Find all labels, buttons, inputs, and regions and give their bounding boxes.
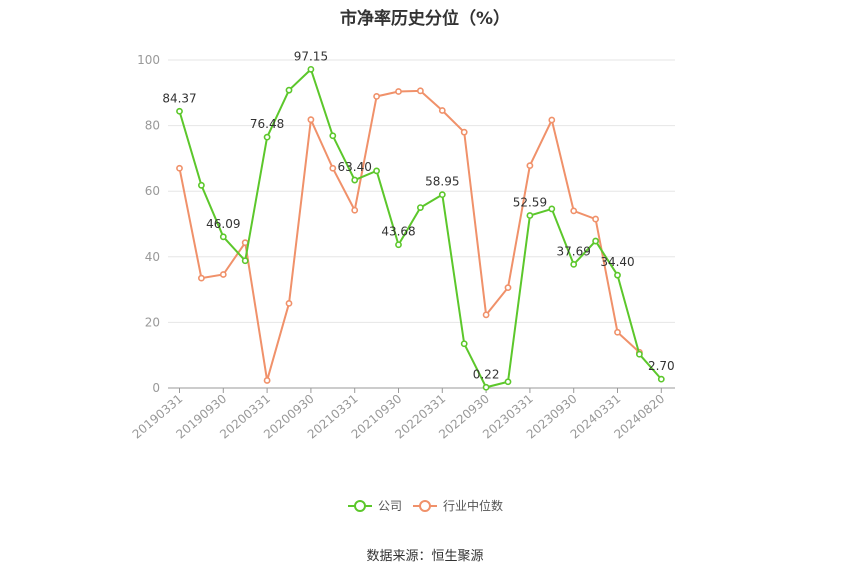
- industry-median-point: [219, 271, 227, 278]
- legend-company-label: 公司: [378, 499, 402, 513]
- company-point: [482, 383, 490, 391]
- y-tick-label: 100: [137, 53, 160, 67]
- y-tick-label: 0: [152, 381, 160, 395]
- company-point: [438, 191, 446, 199]
- company-point: [416, 204, 424, 211]
- company-point: [197, 181, 205, 189]
- industry-median-point: [526, 162, 534, 170]
- data-label: 37.69: [557, 244, 591, 258]
- data-label: 97.15: [294, 49, 328, 63]
- industry-median-point: [438, 107, 446, 114]
- company-point: [614, 271, 621, 279]
- industry-median-point: [504, 284, 512, 292]
- chart-title: 市净率历史分位（%）: [339, 9, 511, 29]
- industry-median-point: [263, 377, 271, 384]
- company-point: [263, 133, 271, 141]
- industry-median-point: [373, 93, 380, 100]
- y-tick-label: 80: [145, 119, 160, 133]
- industry-median-point: [351, 206, 359, 214]
- legend-industry-marker: [419, 500, 431, 512]
- industry-median-point: [329, 164, 337, 172]
- company-point: [395, 241, 402, 249]
- company-point: [307, 65, 315, 73]
- legend-company-marker: [354, 500, 366, 512]
- data-label: 46.09: [206, 217, 240, 231]
- company-point: [570, 260, 578, 268]
- industry-median-point: [570, 207, 578, 215]
- company-point: [241, 257, 249, 265]
- industry-median-point: [614, 328, 621, 336]
- industry-median-point: [592, 215, 599, 223]
- data-label: 58.95: [425, 175, 459, 189]
- data-label: 0.22: [473, 367, 500, 381]
- data-label: 63.40: [338, 160, 372, 174]
- data-label: 34.40: [600, 255, 634, 269]
- company-point: [657, 375, 665, 383]
- industry-median-point: [482, 311, 490, 319]
- company-point: [373, 167, 380, 175]
- data-source: 数据来源：恒生聚源: [366, 549, 484, 564]
- company-point: [592, 237, 599, 245]
- company-point: [636, 350, 643, 358]
- industry-median-point: [176, 164, 183, 172]
- y-tick-label: 40: [145, 250, 160, 264]
- company-point: [548, 205, 556, 213]
- industry-median-point: [416, 87, 424, 95]
- industry-median-point: [197, 274, 205, 282]
- data-label: 2.70: [648, 359, 675, 373]
- industry-median-point: [460, 128, 468, 136]
- company-point: [526, 212, 534, 219]
- y-tick-label: 60: [145, 184, 160, 198]
- data-label: 84.37: [162, 91, 196, 105]
- industry-median-point: [307, 116, 315, 124]
- industry-median-point: [241, 239, 249, 247]
- y-tick-label: 20: [145, 315, 160, 329]
- data-label: 52.59: [513, 196, 547, 210]
- data-label: 76.48: [250, 117, 284, 131]
- company-point: [329, 132, 337, 140]
- company-point: [504, 378, 512, 386]
- industry-median-point: [548, 116, 556, 124]
- company-point: [176, 107, 183, 115]
- industry-median-point: [395, 88, 402, 95]
- company-point: [460, 340, 468, 348]
- company-point: [285, 86, 293, 94]
- industry-median-point: [285, 299, 293, 307]
- data-label: 43.68: [381, 225, 415, 239]
- company-point: [219, 233, 227, 241]
- industry-median-line: [178, 89, 641, 381]
- legend-industry-label: 行业中位数: [443, 498, 503, 513]
- company-point: [351, 176, 359, 184]
